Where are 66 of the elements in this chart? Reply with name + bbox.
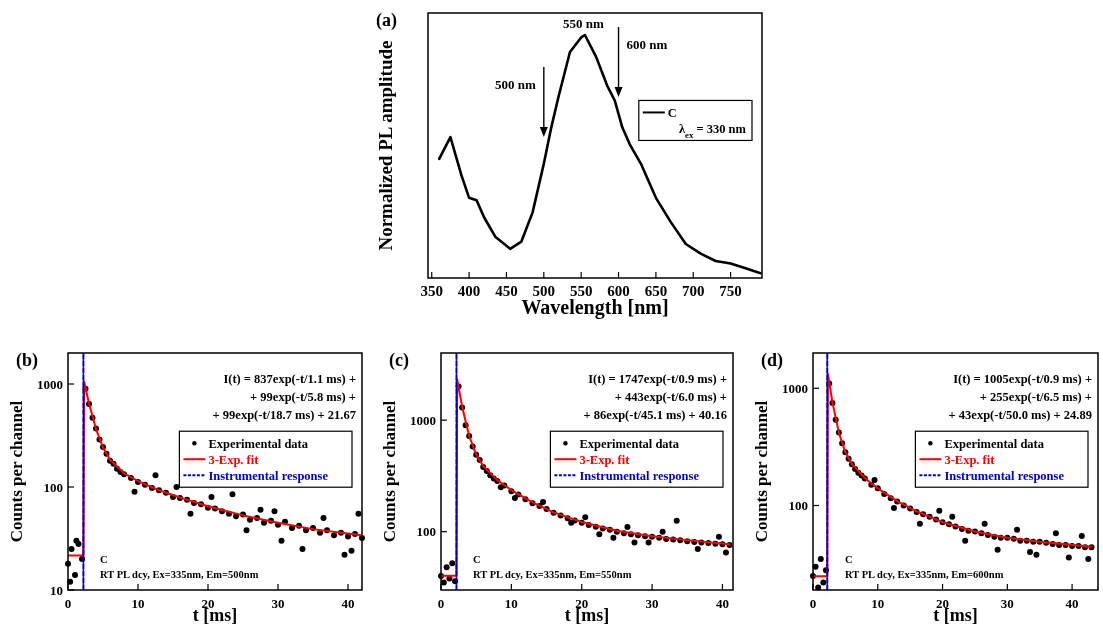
annotation: 600 nm [626, 36, 668, 52]
annotation: C [845, 554, 853, 565]
x-tick-label: 0 [809, 596, 817, 611]
annotation: + 443exp(-t/6.0 ms) + [614, 390, 727, 404]
y-axis-title: Normalized PL amplitude [375, 40, 396, 251]
annotation: + 99exp(-t/5.8 ms) + [250, 390, 356, 404]
x-tick-label: 650 [644, 283, 668, 299]
y-tick-label: 1000 [37, 376, 63, 392]
legend-label: 3-Exp. fit [944, 452, 996, 467]
text: Experimental data [579, 436, 680, 451]
chart-title: (d) [761, 350, 783, 371]
text: Experimental data [944, 436, 1045, 451]
x-tick-label: 40 [1065, 596, 1079, 611]
x-tick-label: 40 [341, 596, 355, 611]
annotation: 550 nm [563, 16, 604, 31]
annotation: I(t) = 1747exp(-t/0.9 ms) + [588, 372, 727, 386]
y-axis-title: Counts per channel [752, 400, 771, 543]
x-tick-label: 0 [64, 596, 72, 611]
x-tick-label: 750 [719, 283, 742, 299]
annotation: RT PL dcy, Ex=335nm, Em=550nm [473, 569, 632, 580]
chart-title: (c) [389, 350, 409, 371]
legend-label: Instrumental response [208, 468, 329, 483]
x-tick-label: 30 [1000, 596, 1014, 611]
y-axis-title: Counts per channel [380, 400, 399, 543]
annotation: C [473, 554, 481, 565]
x-tick-label: 0 [437, 596, 445, 611]
x-tick-label: 10 [504, 596, 518, 611]
annotation: λ$_{ex}$ = 330 nm [678, 122, 747, 141]
legend-label: C [667, 105, 677, 120]
x-tick-label: 550 [569, 283, 593, 299]
y-axis-title: Counts per channel [7, 400, 26, 543]
annotation: + 255exp(-t/6.5 ms) + [979, 390, 1092, 404]
annotation: I(t) = 837exp(-t/1.1 ms) + [223, 372, 356, 386]
x-tick-label: 400 [457, 283, 481, 299]
y-tick-label: 100 [416, 524, 436, 540]
x-tick-label: 10 [871, 596, 885, 611]
legend-label: 3-Exp. fit [208, 452, 260, 467]
x-tick-label: 350 [420, 283, 443, 299]
x-tick-label: 30 [645, 596, 659, 611]
annotation: C [100, 554, 108, 565]
x-tick-label: 40 [715, 596, 729, 611]
y-tick-label: 1000 [782, 380, 808, 396]
x-tick-label: 700 [682, 283, 705, 299]
text: Experimental data [208, 436, 309, 451]
chart-title: (b) [16, 350, 38, 371]
y-tick-label: 10 [50, 582, 63, 598]
x-tick-label: 500 [532, 283, 556, 299]
legend-label: Instrumental response [944, 468, 1065, 483]
y-tick-label: 100 [788, 497, 808, 513]
annotation: RT PL dcy, Ex=335nm, Em=600nm [845, 569, 1004, 580]
x-tick-label: 450 [495, 283, 518, 299]
annotation: I(t) = 1005exp(-t/0.9 ms) + [953, 372, 1092, 386]
annotation: 500 nm [495, 77, 536, 93]
annotation: + 99exp(-t/18.7 ms) + 21.67 [212, 408, 356, 422]
annotation: + 86exp(-t/45.1 ms) + 40.16 [583, 408, 727, 422]
x-axis-title: Wavelength [nm] [521, 296, 669, 319]
x-tick-label: 10 [131, 596, 145, 611]
legend-label: Instrumental response [579, 468, 700, 483]
legend-label: 3-Exp. fit [579, 452, 631, 467]
chart-title: (a) [376, 10, 397, 31]
x-tick-label: 30 [271, 596, 285, 611]
annotation: RT PL dcy, Ex=335nm, Em=500nm [100, 569, 259, 580]
annotation: + 43exp(-t/50.0 ms) + 24.89 [948, 408, 1092, 422]
y-tick-label: 1000 [410, 412, 436, 428]
y-tick-label: 100 [43, 479, 63, 495]
x-tick-label: 600 [607, 283, 630, 299]
